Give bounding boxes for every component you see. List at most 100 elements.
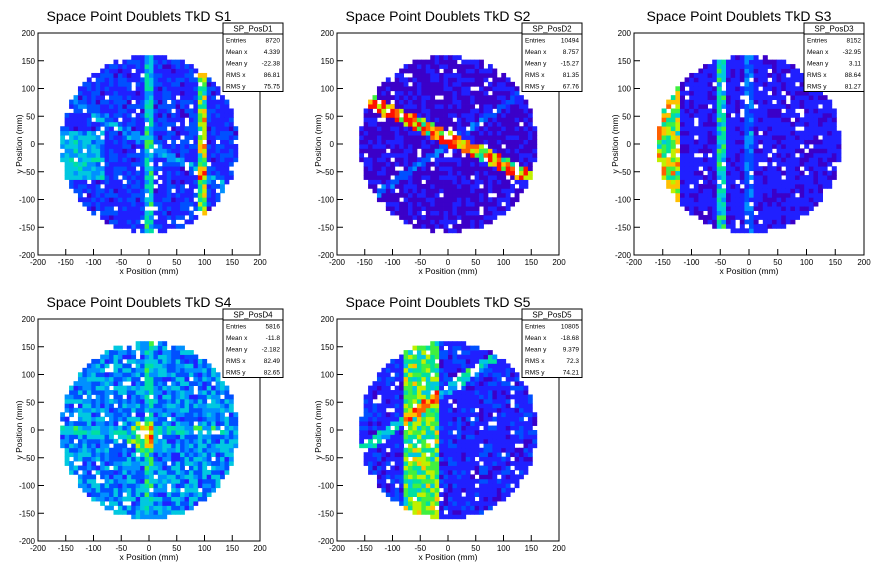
heatmap-cell (808, 206, 814, 211)
heatmap-cell (228, 398, 234, 404)
heatmap-cell (193, 469, 199, 475)
heatmap-cell (175, 144, 181, 149)
heatmap-cell (785, 81, 791, 87)
heatmap-cell (412, 144, 418, 149)
heatmap-cell (661, 144, 667, 149)
heatmap-cell (77, 90, 83, 96)
heatmap-cell (113, 381, 119, 386)
heatmap-cell (180, 72, 185, 78)
heatmap-cell (224, 152, 230, 158)
heatmap-cell (443, 166, 449, 172)
heatmap-cell (140, 90, 145, 96)
heatmap-cell (372, 170, 378, 176)
heatmap-cell (69, 430, 74, 435)
heatmap-cell (492, 135, 498, 140)
heatmap-cell (381, 108, 387, 114)
heatmap-cell (657, 144, 662, 149)
heatmap-cell (505, 179, 511, 185)
heatmap-cell (390, 183, 396, 189)
heatmap-cell (496, 152, 502, 158)
heatmap-cell (224, 112, 230, 118)
heatmap-cell (385, 166, 391, 172)
heatmap-cell (157, 135, 163, 140)
heatmap-cell (149, 228, 154, 234)
heatmap-cell (86, 461, 92, 466)
heatmap-cell (69, 398, 74, 404)
x-tick-label: 0 (147, 544, 152, 553)
heatmap-cell (790, 130, 796, 136)
heatmap-cell (827, 130, 833, 136)
heatmap-cell (162, 421, 168, 426)
heatmap-cell (721, 215, 727, 220)
heatmap-cell (149, 183, 154, 189)
heatmap-cell (126, 188, 132, 194)
heatmap-cell (666, 166, 672, 172)
heatmap-cell (171, 358, 177, 364)
heatmap-cell (785, 183, 791, 189)
heatmap-cell (689, 112, 695, 118)
heatmap-cell (448, 215, 453, 220)
y-tick-label: 150 (618, 57, 632, 66)
heatmap-cell (86, 170, 92, 176)
heatmap-cell (184, 394, 190, 400)
heatmap-cell (140, 157, 145, 163)
heatmap-cell (479, 201, 484, 207)
heatmap-cell (439, 161, 444, 167)
heatmap-cell (403, 219, 409, 225)
heatmap-cell (91, 161, 97, 167)
heatmap-cell (91, 452, 97, 458)
heatmap-cell (804, 210, 810, 216)
heatmap-cell (421, 152, 427, 158)
heatmap-cell (744, 183, 750, 189)
heatmap-cell (166, 496, 172, 502)
heatmap-cell (149, 447, 154, 453)
heatmap-cell (412, 152, 418, 158)
heatmap-cell (104, 430, 110, 435)
heatmap-cell (439, 148, 444, 154)
heatmap-cell (109, 412, 114, 418)
heatmap-cell (144, 117, 150, 123)
heatmap-cell (790, 86, 796, 92)
heatmap-cell (113, 509, 119, 515)
heatmap-cell (675, 112, 681, 118)
heatmap-cell (492, 161, 498, 167)
heatmap-cell (403, 161, 409, 167)
heatmap-cell (140, 206, 145, 211)
heatmap-cell (157, 505, 163, 511)
heatmap-cell (483, 72, 489, 78)
heatmap-cell (140, 121, 145, 127)
heatmap-cell (113, 139, 119, 145)
heatmap-cell (434, 152, 440, 158)
heatmap-cell (188, 86, 194, 92)
heatmap-cell (149, 505, 154, 511)
heatmap-cell (456, 55, 462, 61)
heatmap-cell (510, 112, 515, 118)
heatmap-cell (767, 166, 773, 172)
heatmap-cell (131, 394, 137, 400)
heatmap-cell (104, 483, 110, 489)
heatmap-cell (113, 492, 119, 497)
heatmap-cell (474, 117, 480, 123)
heatmap-cell (144, 483, 150, 489)
heatmap-cell (149, 350, 154, 355)
heatmap-cell (157, 81, 163, 87)
heatmap-cell (86, 148, 92, 154)
heatmap-cell (772, 201, 777, 207)
heatmap-cell (716, 152, 722, 158)
heatmap-cell (739, 104, 745, 109)
heatmap-cell (519, 139, 524, 145)
heatmap-cell (753, 144, 759, 149)
heatmap-cell (519, 117, 524, 123)
heatmap-cell (776, 197, 782, 203)
heatmap-cell (149, 376, 154, 382)
heatmap-cell (492, 68, 498, 74)
heatmap-cell (474, 77, 480, 83)
heatmap-cell (831, 175, 837, 180)
heatmap-cell (140, 416, 145, 422)
heatmap-cell (465, 90, 471, 96)
heatmap-cell (394, 179, 400, 185)
heatmap-cell (739, 197, 745, 203)
heatmap-cell (381, 170, 387, 176)
heatmap-cell (122, 412, 128, 418)
heatmap-cell (698, 175, 704, 180)
